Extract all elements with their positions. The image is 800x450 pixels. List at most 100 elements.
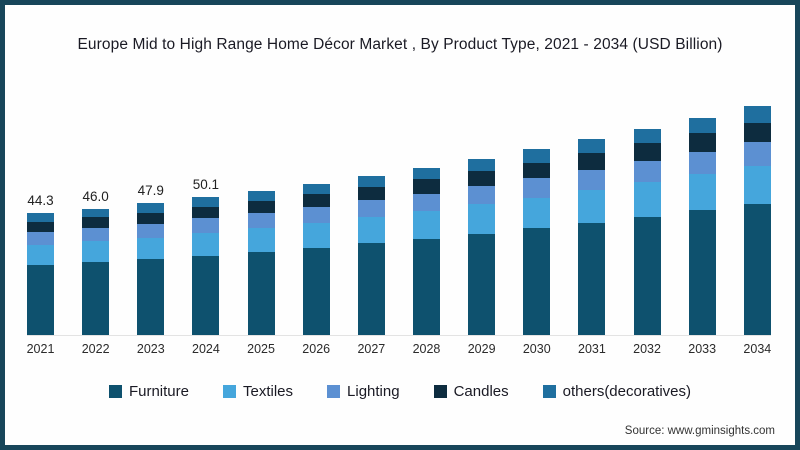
legend: Furniture Textiles Lighting Candles others(d…	[5, 383, 795, 400]
x-axis-label-2034: 2034	[743, 342, 772, 356]
bar-group-2023: 47.9	[137, 183, 165, 335]
bar-group-2026	[302, 179, 330, 335]
bar-segment-candles	[743, 122, 771, 143]
bar-group-2025	[247, 186, 275, 335]
x-axis-label-2023: 2023	[136, 342, 165, 356]
bar-segment-furniture	[247, 252, 275, 335]
x-axis-label-2031: 2031	[578, 342, 606, 356]
legend-label: others(decoratives)	[562, 383, 692, 400]
bar-segment-lighting	[137, 223, 165, 238]
bar-segment-others-decoratives	[302, 183, 330, 195]
bar-segment-furniture	[137, 259, 165, 335]
bar-segment-textiles	[357, 217, 385, 244]
x-axis-label-2028: 2028	[412, 342, 441, 356]
bar-segment-others-decoratives	[357, 175, 385, 187]
legend-item-lighting: Lighting	[327, 383, 400, 400]
bar-segment-candles	[247, 200, 275, 214]
bar-segment-lighting	[412, 193, 440, 212]
bar-segment-furniture	[357, 243, 385, 335]
bar-segment-others-decoratives	[27, 213, 54, 222]
bar-segment-furniture	[27, 264, 54, 335]
bar-segment-others-decoratives	[688, 117, 716, 134]
legend-item-others-decoratives: others(decoratives)	[542, 383, 692, 400]
bar-segment-candles	[357, 186, 385, 201]
bar-segment-others-decoratives	[743, 106, 771, 123]
bar-segment-others-decoratives	[523, 149, 551, 163]
bar-segment-others-decoratives	[578, 139, 606, 154]
bar-segment-lighting	[688, 151, 716, 175]
plot-area: 44.3 46.0 47.9 50.1	[27, 90, 771, 336]
bar-group-2032	[633, 124, 661, 335]
legend-label: Candles	[453, 383, 509, 400]
bar-segment-candles	[523, 162, 551, 179]
x-axis-label-2029: 2029	[467, 342, 496, 356]
bar-segment-others-decoratives	[192, 197, 220, 207]
bar-segment-furniture	[302, 247, 330, 335]
bar-segment-textiles	[247, 228, 275, 252]
bar-segment-textiles	[412, 211, 440, 239]
bar-segment-candles	[82, 217, 110, 229]
x-axis-labels: 2021 2022 2023 2024 2025 2026 2027 2028 2029 2030…	[26, 342, 772, 356]
legend-swatch-icon	[327, 385, 341, 398]
bar-segment-lighting	[357, 200, 385, 218]
bar-segment-others-decoratives	[633, 129, 661, 144]
bar-segment-textiles	[578, 190, 606, 223]
legend-swatch-icon	[542, 385, 556, 398]
chart-title: Europe Mid to High Range Home Décor Mark…	[77, 36, 723, 53]
bar-group-2022: 46.0	[82, 189, 110, 335]
bar-segment-candles	[192, 206, 220, 219]
x-axis-label-2021: 2021	[26, 342, 55, 356]
bar-segment-textiles	[82, 241, 110, 263]
x-axis-label-2027: 2027	[357, 342, 386, 356]
bar-segment-others-decoratives	[82, 208, 110, 218]
bar-segment-lighting	[743, 142, 771, 166]
legend-item-candles: Candles	[433, 383, 509, 400]
legend-label: Textiles	[243, 383, 294, 400]
source-text: Source: www.gminsights.com	[624, 425, 775, 437]
bar-segment-candles	[137, 212, 165, 224]
bar-group-2021: 44.3	[27, 193, 54, 335]
bar-group-2029	[468, 154, 496, 335]
bar-group-2024: 50.1	[192, 177, 220, 335]
bar-segment-lighting	[27, 232, 54, 245]
bar-segment-candles	[688, 133, 716, 152]
bar-segment-candles	[633, 143, 661, 161]
bar-segment-furniture	[468, 233, 496, 335]
legend-swatch-icon	[223, 385, 236, 398]
legend-swatch-icon	[108, 385, 122, 398]
x-axis-label-2022: 2022	[81, 342, 110, 356]
bar-segment-candles	[578, 153, 606, 170]
bar-segment-textiles	[137, 237, 165, 260]
bar-segment-candles	[468, 171, 496, 187]
legend-swatch-icon	[433, 385, 447, 398]
bar-segment-lighting	[633, 160, 661, 183]
bar-segment-textiles	[523, 197, 551, 229]
bar-segment-textiles	[302, 222, 330, 248]
bar-segment-others-decoratives	[247, 190, 275, 201]
bar-group-2028	[412, 163, 440, 335]
bar-group-2033	[688, 113, 716, 335]
legend-item-textiles: Textiles	[223, 383, 293, 400]
bar-group-2027	[357, 171, 385, 335]
bar-group-2030	[523, 144, 551, 335]
bar-value-label: 44.3	[27, 193, 54, 209]
bar-segment-lighting	[247, 213, 275, 229]
bar-segment-lighting	[523, 178, 551, 198]
bar-group-2031	[578, 134, 606, 335]
bar-segment-textiles	[468, 204, 496, 234]
bar-segment-others-decoratives	[412, 167, 440, 180]
bar-segment-textiles	[688, 174, 716, 211]
x-axis-label-2026: 2026	[302, 342, 331, 356]
bar-segment-lighting	[82, 228, 110, 242]
bar-segment-others-decoratives	[468, 158, 496, 172]
bar-segment-furniture	[82, 262, 110, 335]
x-axis-label-2033: 2033	[688, 342, 717, 356]
bar-segment-lighting	[302, 206, 330, 223]
bar-segment-furniture	[578, 222, 606, 335]
bar-segment-furniture	[743, 203, 771, 335]
bar-segment-furniture	[633, 216, 661, 335]
bar-segment-others-decoratives	[137, 203, 165, 213]
bar-segment-lighting	[578, 169, 606, 191]
bar-segment-textiles	[27, 244, 54, 265]
